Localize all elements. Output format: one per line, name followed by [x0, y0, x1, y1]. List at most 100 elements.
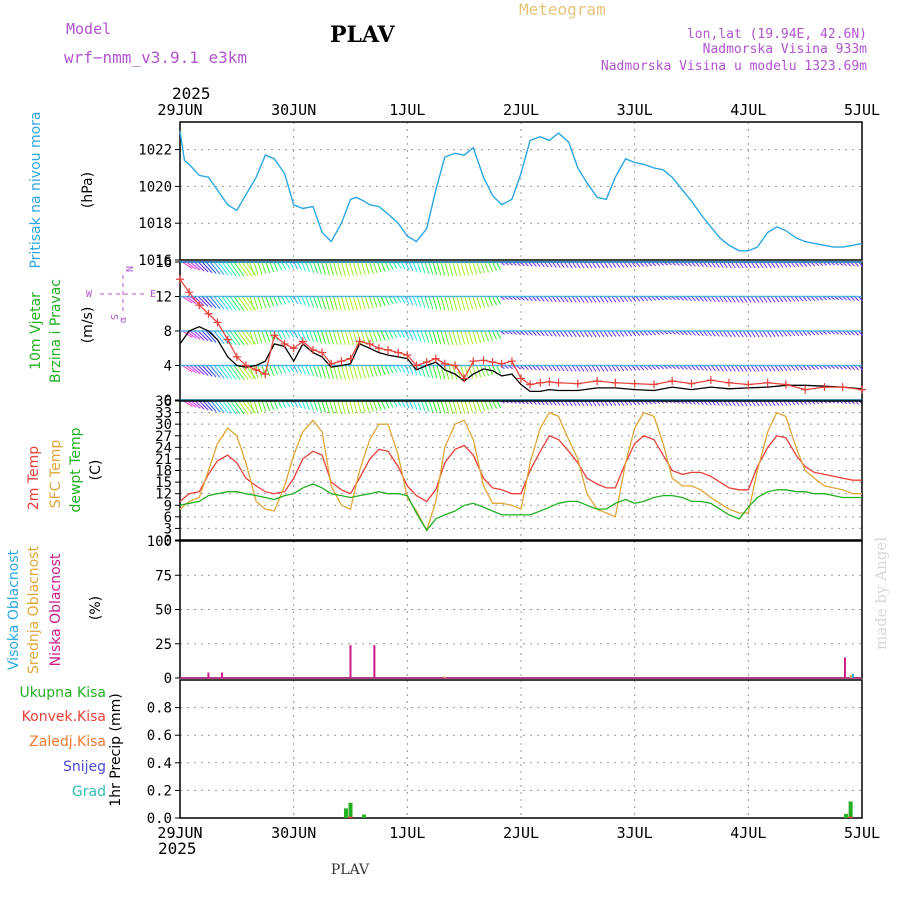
- wind-barb: [703, 330, 708, 337]
- precip-bar: [844, 813, 849, 818]
- wind-barb: [754, 365, 760, 372]
- wind-barb: [543, 296, 549, 302]
- wind-gust-marker: [280, 339, 289, 348]
- wind-barb: [496, 261, 502, 271]
- wind-barb: [348, 365, 354, 380]
- wind-barb: [711, 365, 716, 372]
- x-tick-label-top: 5JUL: [844, 101, 880, 119]
- credit-label: made by Angel: [872, 537, 890, 650]
- x-tick-label-bottom: 3JUL: [617, 824, 653, 842]
- precip-y-tick-label: 0.4: [147, 756, 172, 772]
- wind-gust-marker: [507, 357, 516, 366]
- wind-barb: [313, 399, 319, 412]
- wind-barb: [416, 261, 422, 273]
- cloud-y-tick-label: 25: [155, 637, 172, 653]
- wind-barb: [317, 261, 322, 275]
- wind-barb: [297, 365, 303, 374]
- wind-barb: [707, 365, 712, 371]
- wind-barb: [364, 261, 370, 275]
- wind-barb: [336, 296, 342, 311]
- x-tick-label-bottom: 1JUL: [389, 824, 425, 842]
- wind-barb: [790, 296, 796, 302]
- wind-barb: [384, 296, 390, 306]
- wind-barb: [444, 365, 450, 380]
- wind-barb: [754, 330, 760, 338]
- wind-barb: [380, 261, 386, 272]
- wind-barb: [718, 261, 724, 268]
- wind-barb: [329, 399, 334, 414]
- wind-barb: [492, 296, 498, 306]
- wind-barb: [798, 330, 804, 337]
- wind-gust-marker: [451, 361, 460, 370]
- wind-barb: [233, 261, 245, 277]
- wind-barb: [321, 365, 326, 379]
- wind-gust-marker: [176, 275, 184, 284]
- wind-barb: [396, 365, 402, 372]
- wind-barb: [209, 365, 221, 378]
- wind-barb: [468, 261, 474, 276]
- wind-barb: [352, 399, 358, 414]
- wind-gust-marker: [725, 378, 734, 387]
- wind-barb: [217, 365, 229, 379]
- wind-barb: [193, 330, 205, 341]
- wind-barb: [631, 261, 637, 268]
- wind-barb: [253, 296, 259, 310]
- wind-gust-marker: [545, 377, 554, 386]
- wind-gust-marker: [412, 361, 421, 370]
- wind-gust-marker: [630, 379, 639, 388]
- wind-barb: [340, 365, 346, 380]
- temperature-y-tick-label: 36: [155, 394, 172, 410]
- wind-barb: [213, 365, 225, 379]
- wind-barb: [707, 261, 712, 268]
- wind-barb: [344, 330, 350, 346]
- wind-barb: [484, 296, 490, 308]
- wind-barb: [464, 399, 470, 414]
- wind-barb: [778, 296, 784, 303]
- wind-gust-marker: [374, 344, 383, 353]
- wind-barb: [575, 330, 581, 338]
- wind-barb: [623, 296, 629, 303]
- wind-barb: [325, 399, 330, 414]
- wind-barb: [559, 365, 565, 372]
- wind-barb: [245, 296, 257, 311]
- wind-barb: [583, 261, 589, 269]
- wind-barb: [460, 399, 466, 414]
- wind-barb: [595, 365, 601, 372]
- wind-barb: [261, 261, 267, 274]
- wind-barb: [261, 296, 267, 309]
- wind-gust-marker: [820, 383, 829, 392]
- cloud-y-tick-label: 100: [147, 534, 172, 550]
- wind-barb: [734, 261, 740, 269]
- cloud-y-label: (%): [88, 596, 104, 620]
- wind-barb: [404, 365, 410, 374]
- wind-barb: [257, 296, 263, 309]
- wind-barb: [699, 296, 704, 302]
- wind-gust-marker: [241, 361, 250, 370]
- temperature-y-tick-label: 15: [155, 475, 172, 491]
- wind-barb: [635, 365, 641, 371]
- wind-barb: [730, 365, 736, 372]
- temperature-y-tick-label: 9: [164, 498, 172, 514]
- compass-s: S: [110, 314, 121, 320]
- wind-barb: [233, 365, 245, 380]
- wind-barb: [209, 261, 221, 275]
- wind-barb: [372, 399, 378, 412]
- wind-barb: [182, 296, 193, 304]
- precip-y-label: 1hr Precip (mm): [108, 693, 124, 806]
- wind-barb: [786, 261, 792, 268]
- temperature-y-tick-label: 27: [155, 429, 172, 445]
- pressure-side-label: Pritisak na nivou mora: [28, 111, 44, 268]
- wind-barb: [770, 330, 776, 337]
- wind-barb: [575, 365, 581, 372]
- wind-barb: [472, 296, 478, 310]
- wind-barb: [595, 296, 601, 303]
- wind-barb: [368, 330, 374, 343]
- wind-barb: [273, 261, 279, 272]
- wind-barb: [265, 296, 271, 308]
- wind-barb: [627, 261, 633, 268]
- wind-barb: [714, 261, 720, 268]
- precip-y-tick-label: 0.2: [147, 783, 172, 799]
- wind-barb: [352, 296, 358, 311]
- wind-barb: [547, 365, 553, 372]
- wind-barb: [535, 330, 541, 337]
